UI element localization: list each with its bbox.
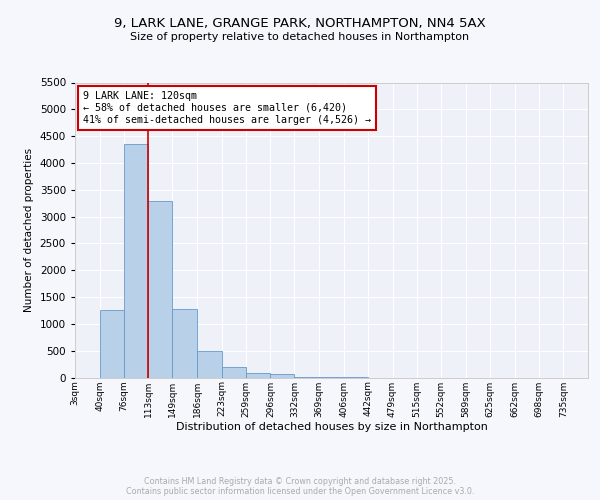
- Bar: [100, 310, 124, 378]
- Bar: [197, 350, 222, 378]
- X-axis label: Distribution of detached houses by size in Northampton: Distribution of detached houses by size …: [176, 422, 487, 432]
- Bar: [246, 372, 271, 378]
- Bar: [124, 144, 148, 378]
- Text: Size of property relative to detached houses in Northampton: Size of property relative to detached ho…: [130, 32, 470, 42]
- Text: 9 LARK LANE: 120sqm
← 58% of detached houses are smaller (6,420)
41% of semi-det: 9 LARK LANE: 120sqm ← 58% of detached ho…: [83, 92, 371, 124]
- Bar: [148, 200, 172, 378]
- Y-axis label: Number of detached properties: Number of detached properties: [24, 148, 34, 312]
- Bar: [271, 374, 295, 378]
- Bar: [172, 309, 197, 378]
- Text: 9, LARK LANE, GRANGE PARK, NORTHAMPTON, NN4 5AX: 9, LARK LANE, GRANGE PARK, NORTHAMPTON, …: [114, 18, 486, 30]
- Bar: [295, 377, 319, 378]
- Bar: [222, 367, 246, 378]
- Text: Contains HM Land Registry data © Crown copyright and database right 2025.
Contai: Contains HM Land Registry data © Crown c…: [126, 476, 474, 496]
